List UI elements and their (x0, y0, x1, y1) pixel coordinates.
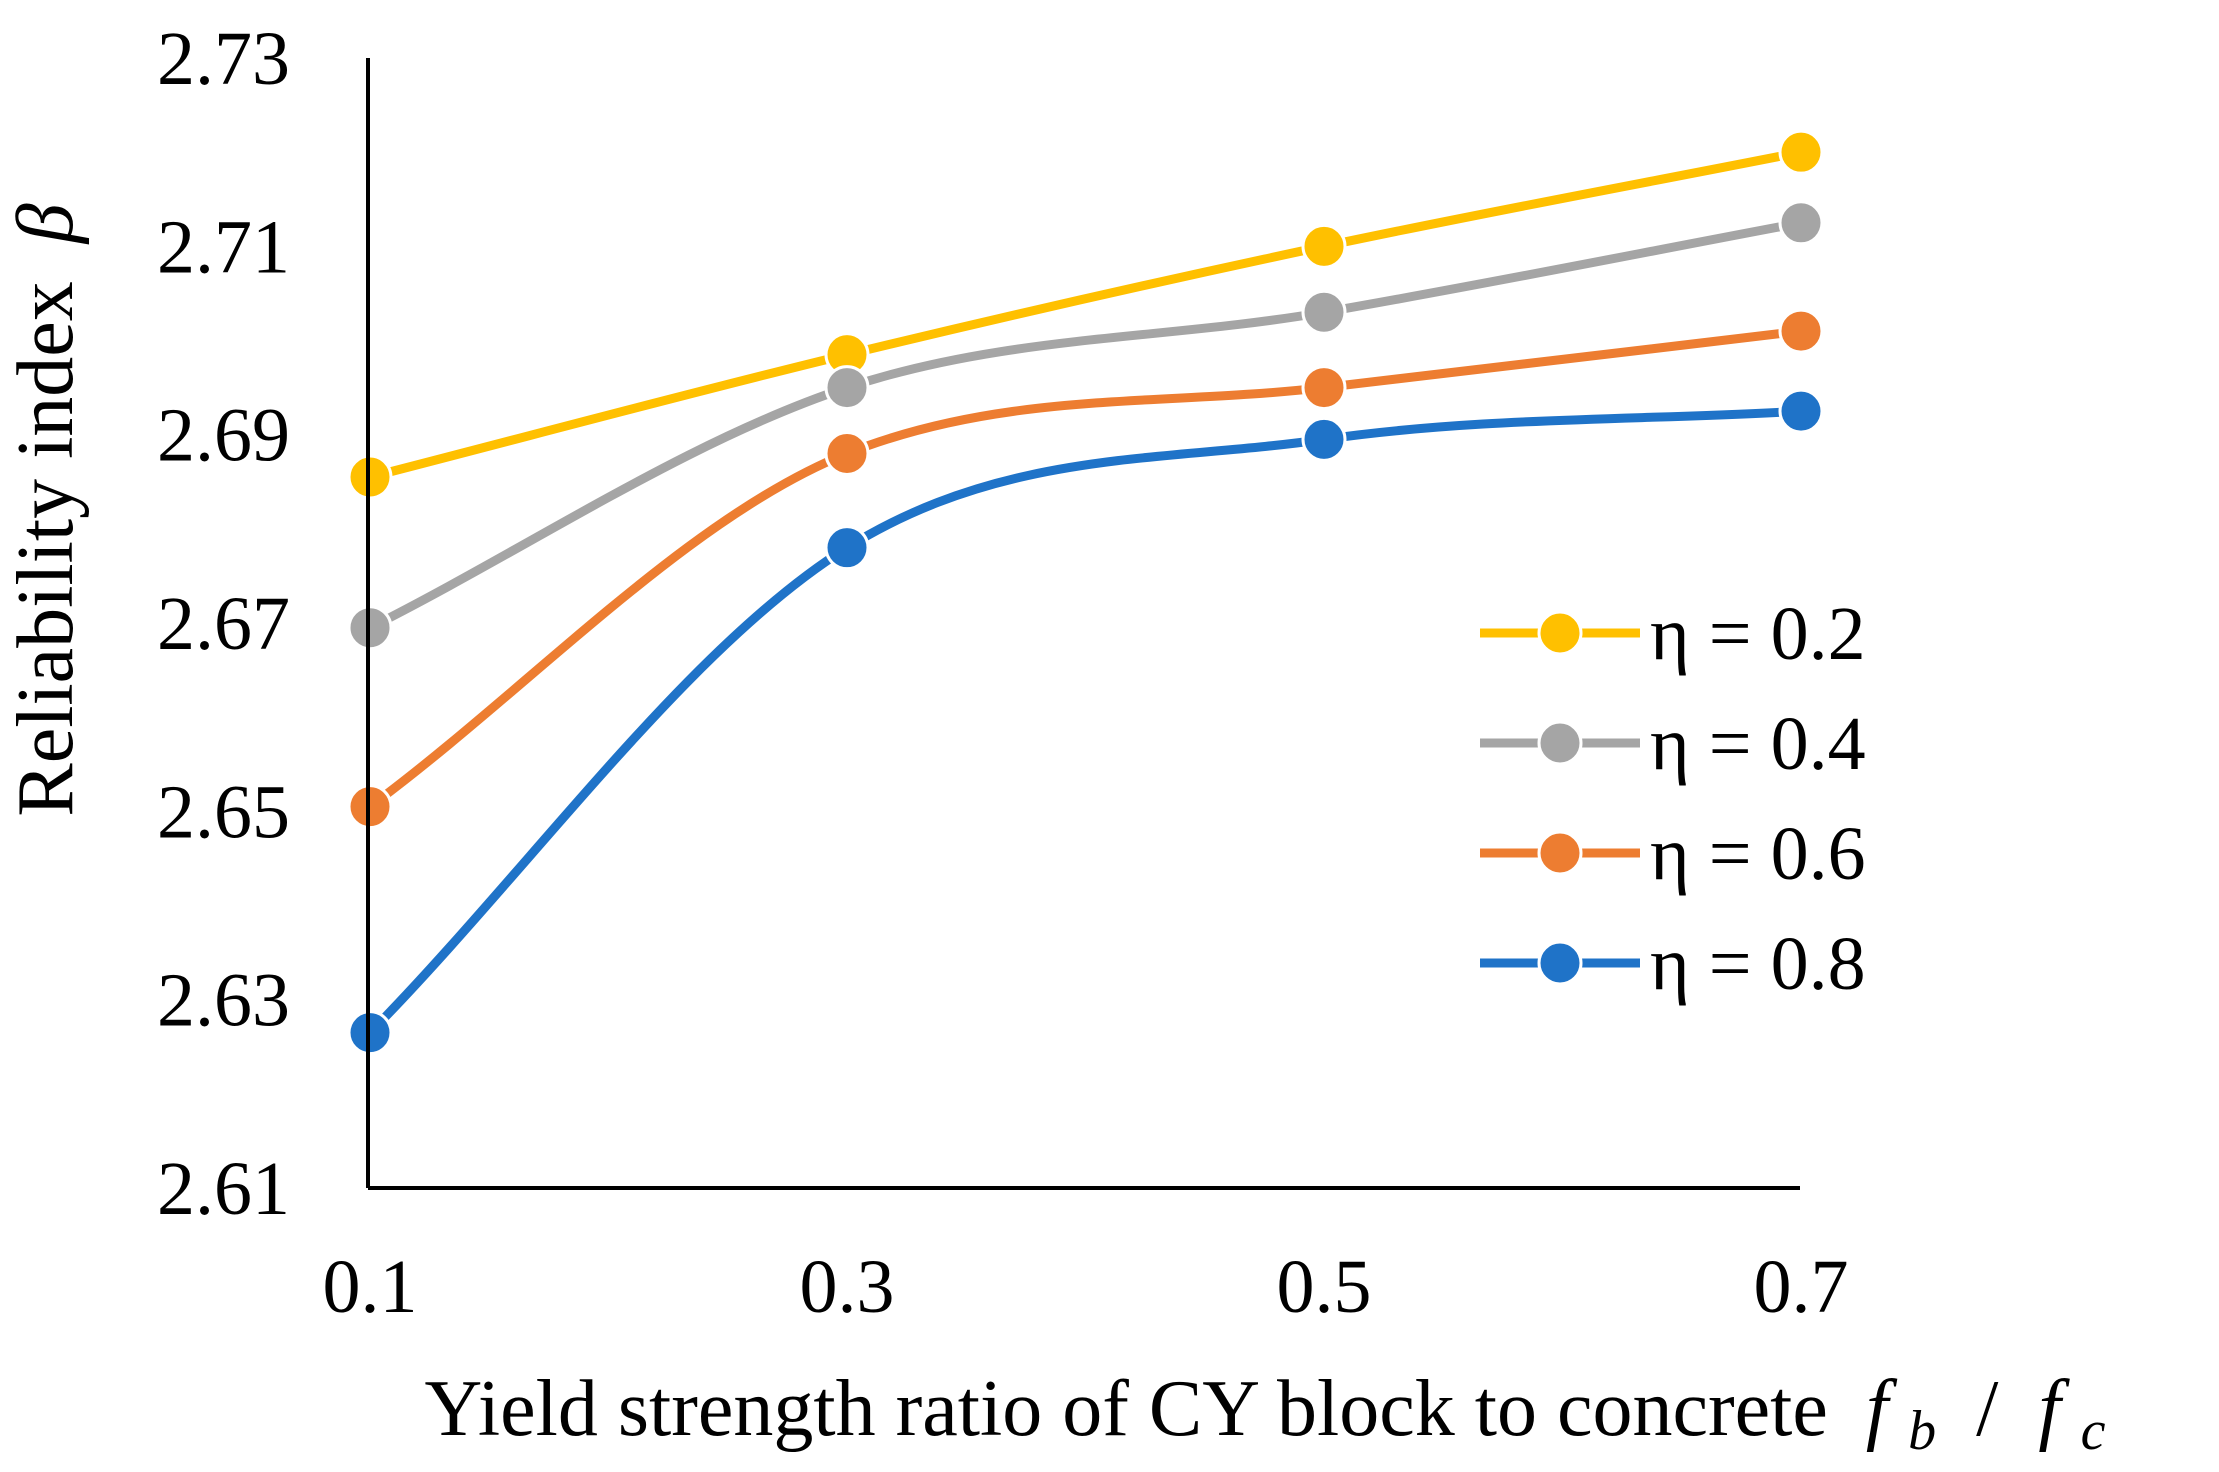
legend-entry: η = 0.8 (1480, 922, 1866, 1006)
y-tick-label: 2.65 (157, 770, 290, 854)
legend-marker (1537, 830, 1583, 876)
x-axis-title: Yield strength ratio of CY block to conc… (425, 1365, 2106, 1467)
y-axis-title: Reliability index β (2, 203, 90, 816)
data-point (1301, 416, 1347, 462)
data-point (1301, 365, 1347, 411)
ticks-layer: 2.61 2.63 2.65 2.67 2.69 2.71 2.73 0.1 0.3 0.5 0.7 (157, 17, 1849, 1329)
series-line (366, 406, 1802, 1036)
series-line (368, 147, 1802, 482)
legend-marker (1537, 940, 1583, 986)
axes-layer (366, 58, 1800, 1190)
x-axis-title-sep: / (1956, 1365, 2018, 1453)
y-tick-label: 2.67 (157, 582, 290, 666)
legend: η = 0.2 η = 0.4 η = 0.6 η = 0.8 (1480, 592, 1866, 1006)
y-tick-label: 2.63 (157, 959, 290, 1043)
legend-label: η = 0.2 (1650, 592, 1866, 676)
y-axis-title-text: Reliability index (2, 281, 90, 816)
series-layer (347, 129, 1824, 1056)
series-4 (347, 388, 1824, 1056)
x-axis-title-text: Yield strength ratio of CY block to conc… (425, 1365, 1828, 1453)
legend-entry: η = 0.4 (1480, 702, 1866, 786)
data-point (824, 365, 870, 411)
legend-entry: η = 0.2 (1480, 592, 1866, 676)
y-tick-label: 2.73 (157, 17, 290, 101)
legend-entry: η = 0.6 (1480, 812, 1866, 896)
data-point (1301, 223, 1347, 269)
series-1 (347, 129, 1824, 500)
legend-label: η = 0.8 (1650, 922, 1866, 1006)
data-point (824, 525, 870, 571)
series-2 (347, 200, 1824, 651)
y-tick-label: 2.69 (157, 394, 290, 478)
x-tick-label: 0.5 (1277, 1245, 1372, 1329)
x-tick-label: 0.3 (800, 1245, 895, 1329)
series-3 (347, 308, 1824, 830)
legend-marker (1537, 610, 1583, 656)
data-point (1778, 308, 1824, 354)
data-point (824, 431, 870, 476)
series-line (367, 326, 1802, 811)
legend-label: η = 0.4 (1650, 702, 1866, 786)
x-axis-title-sub2: c (2081, 1400, 2106, 1462)
x-axis-title-sub1: b (1908, 1400, 1936, 1462)
legend-label: η = 0.6 (1650, 812, 1866, 896)
x-axis-title-f1: f (1866, 1365, 1898, 1453)
x-axis-title-f2: f (2038, 1365, 2070, 1453)
y-axis-title-symbol: β (2, 203, 90, 245)
data-point (1778, 200, 1824, 246)
data-point (1301, 289, 1347, 335)
x-tick-label: 0.7 (1754, 1245, 1849, 1329)
y-tick-label: 2.71 (157, 205, 290, 289)
legend-marker (1537, 720, 1583, 766)
series-line (367, 218, 1802, 632)
data-point (1778, 129, 1824, 175)
y-tick-label: 2.61 (157, 1147, 290, 1231)
x-tick-label: 0.1 (323, 1245, 418, 1329)
data-point (1778, 388, 1824, 434)
